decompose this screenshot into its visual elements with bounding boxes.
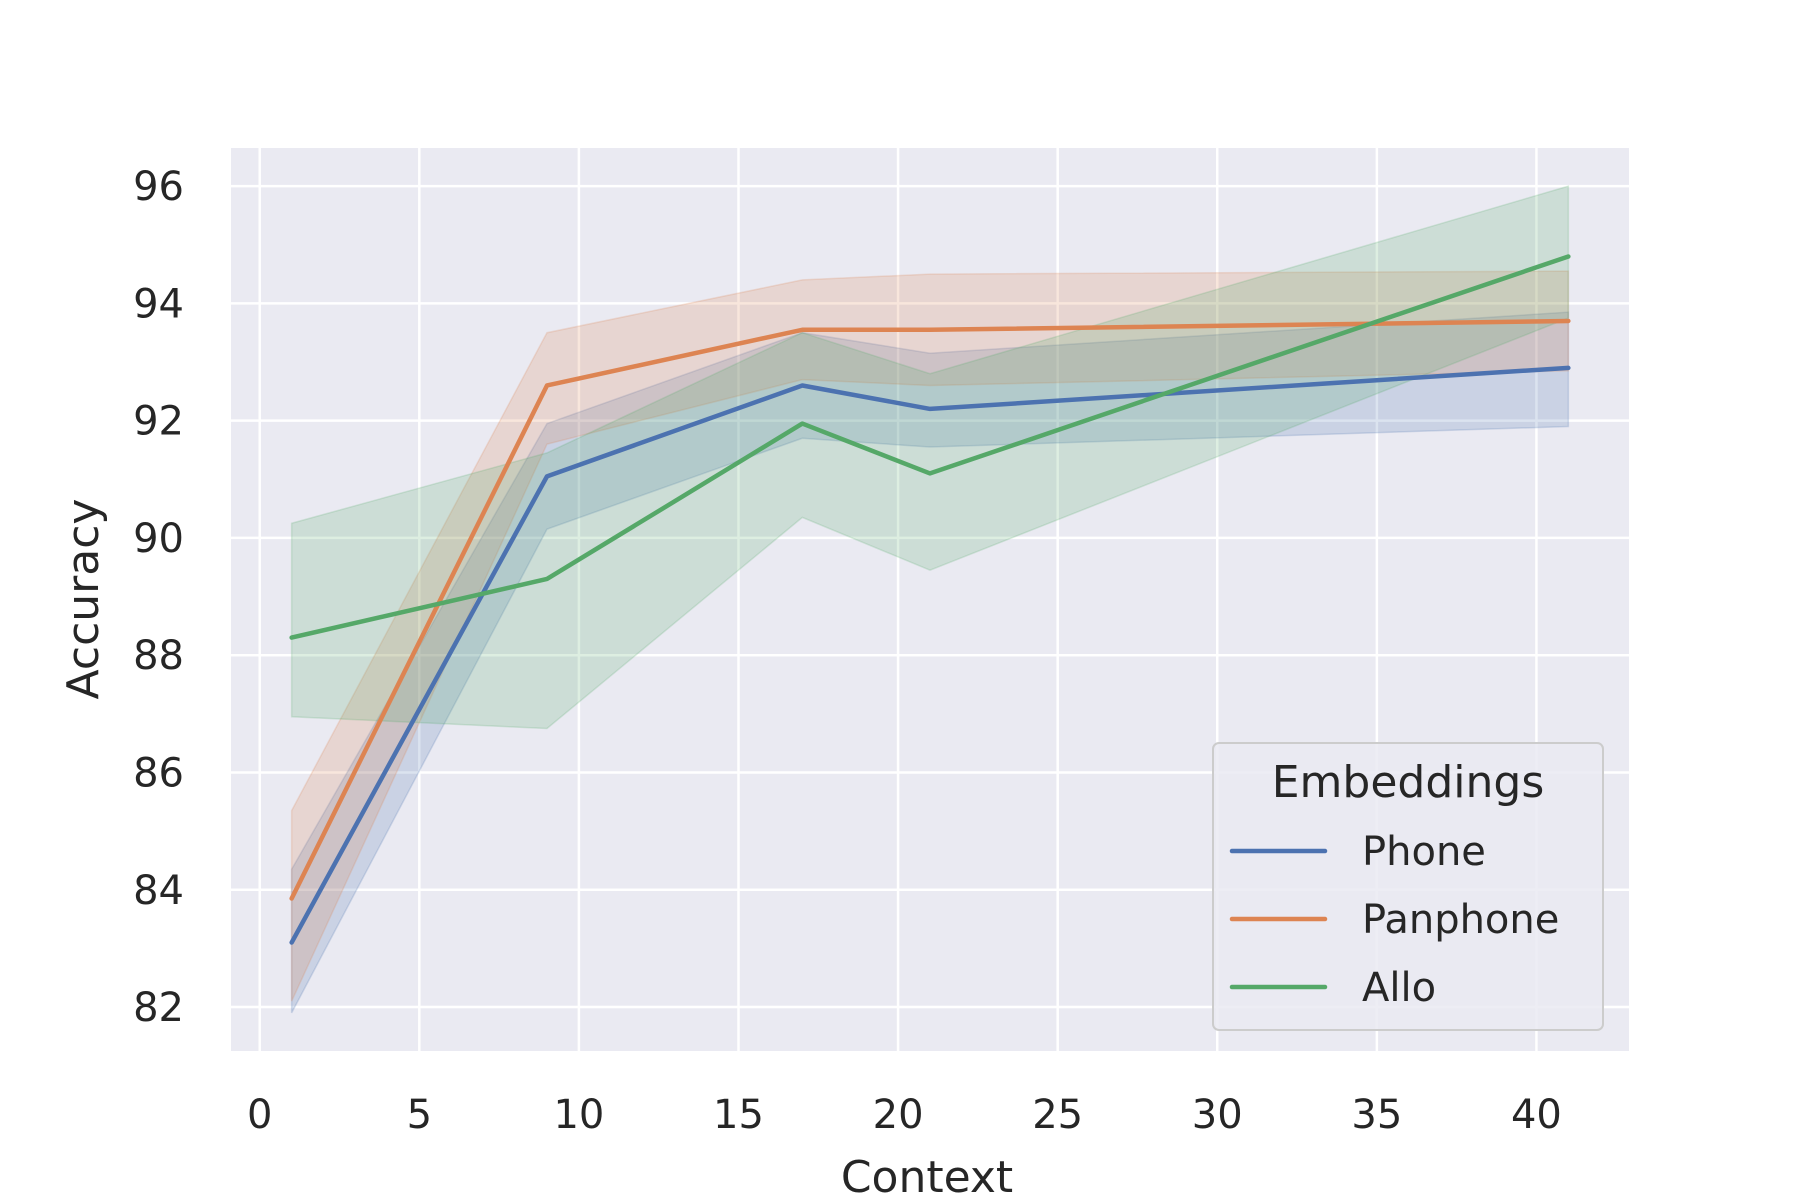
series-line-allo bbox=[289, 254, 1571, 640]
confidence-band-phone bbox=[290, 311, 1570, 1014]
series-line-phone bbox=[289, 365, 1571, 945]
y-tick-label: 88 bbox=[133, 633, 184, 679]
x-tick-label: 5 bbox=[407, 1092, 432, 1138]
x-tick-label: 35 bbox=[1351, 1092, 1402, 1138]
x-tick-label: 10 bbox=[553, 1092, 604, 1138]
confidence-bands bbox=[290, 185, 1570, 1014]
x-tick-label: 20 bbox=[873, 1092, 924, 1138]
y-tick-label: 92 bbox=[133, 399, 184, 445]
x-tick-label: 0 bbox=[247, 1092, 272, 1138]
y-tick-label: 84 bbox=[133, 868, 184, 914]
series-lines bbox=[289, 254, 1571, 945]
x-tick-label: 25 bbox=[1032, 1092, 1083, 1138]
legend: Embeddings Phone Panphone Allo bbox=[1212, 742, 1604, 1031]
legend-title: Embeddings bbox=[1272, 757, 1545, 808]
y-tick-label: 96 bbox=[133, 164, 184, 210]
confidence-band-allo bbox=[290, 185, 1570, 730]
x-axis-label: Context bbox=[841, 1152, 1013, 1200]
legend-box bbox=[1212, 742, 1604, 1031]
legend-label-panphone: Panphone bbox=[1362, 897, 1559, 943]
y-tick-labels: 82 84 86 88 90 92 94 96 bbox=[133, 164, 184, 1031]
series-line-panphone bbox=[289, 318, 1571, 901]
x-tick-label: 30 bbox=[1192, 1092, 1243, 1138]
y-axis-label: Accuracy bbox=[58, 499, 109, 700]
legend-label-allo: Allo bbox=[1362, 965, 1436, 1011]
y-tick-label: 86 bbox=[133, 750, 184, 796]
x-tick-labels: 0 5 10 15 20 25 30 35 40 bbox=[247, 1092, 1562, 1138]
legend-items: Phone Panphone Allo bbox=[1229, 829, 1559, 1011]
y-tick-label: 90 bbox=[133, 516, 184, 562]
y-tick-label: 82 bbox=[133, 985, 184, 1031]
y-tick-label: 94 bbox=[133, 281, 184, 327]
x-tick-label: 40 bbox=[1511, 1092, 1562, 1138]
legend-label-phone: Phone bbox=[1362, 829, 1486, 875]
x-tick-label: 15 bbox=[713, 1092, 764, 1138]
